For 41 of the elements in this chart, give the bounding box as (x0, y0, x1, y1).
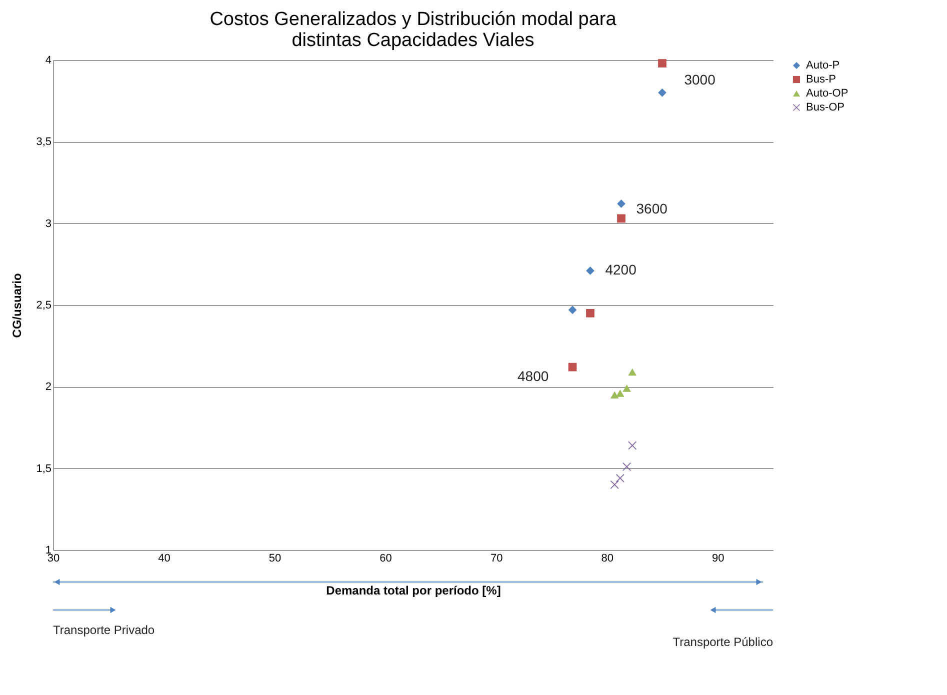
annotation: 3600 (636, 200, 668, 217)
point (616, 474, 624, 482)
point (622, 384, 631, 392)
y-tick-label: 3 (45, 218, 52, 230)
y-tick-label: 3,5 (36, 136, 52, 148)
point (617, 214, 626, 223)
point (586, 308, 594, 318)
point (616, 390, 624, 397)
x-tick-label: 40 (158, 552, 170, 564)
y-axis-title: CG/usuario (10, 273, 24, 338)
y-tick-label: 4 (45, 54, 52, 66)
point (586, 266, 594, 275)
point (617, 200, 626, 208)
point (610, 480, 619, 489)
y-tick-label: 2 (45, 381, 52, 394)
x-tick-label: 60 (380, 552, 392, 564)
y-tick-label: 2,5 (36, 300, 52, 312)
x-tick-label: 80 (601, 552, 614, 564)
legend-label: Bus-P (806, 74, 836, 86)
annotation: 4200 (605, 262, 637, 278)
point (628, 368, 637, 376)
x-tick-label: 50 (268, 552, 282, 564)
point (568, 362, 577, 372)
annotation: 4800 (518, 368, 549, 384)
point (622, 462, 631, 471)
x-axis-title: Demanda total por período [%] (326, 584, 501, 598)
x-tick-label: 70 (490, 552, 503, 564)
legend-label: Bus-OP (806, 102, 845, 114)
legend-label: Auto-OP (806, 88, 848, 100)
text: Transporte Público (672, 635, 774, 649)
y-tick-label: 1,5 (36, 462, 52, 475)
point (658, 88, 666, 97)
point (610, 391, 619, 398)
point (568, 306, 577, 314)
legend-label: Auto-P (806, 60, 840, 72)
point (658, 59, 666, 68)
x-tick-label: 90 (712, 552, 724, 564)
x-tick-label: 30 (47, 552, 60, 564)
text: Transporte Privado (53, 623, 155, 637)
annotation: 3000 (684, 72, 716, 88)
chart-title: Costos Generalizados y Distribución modal para distintas Capacidades Viales (210, 9, 617, 51)
